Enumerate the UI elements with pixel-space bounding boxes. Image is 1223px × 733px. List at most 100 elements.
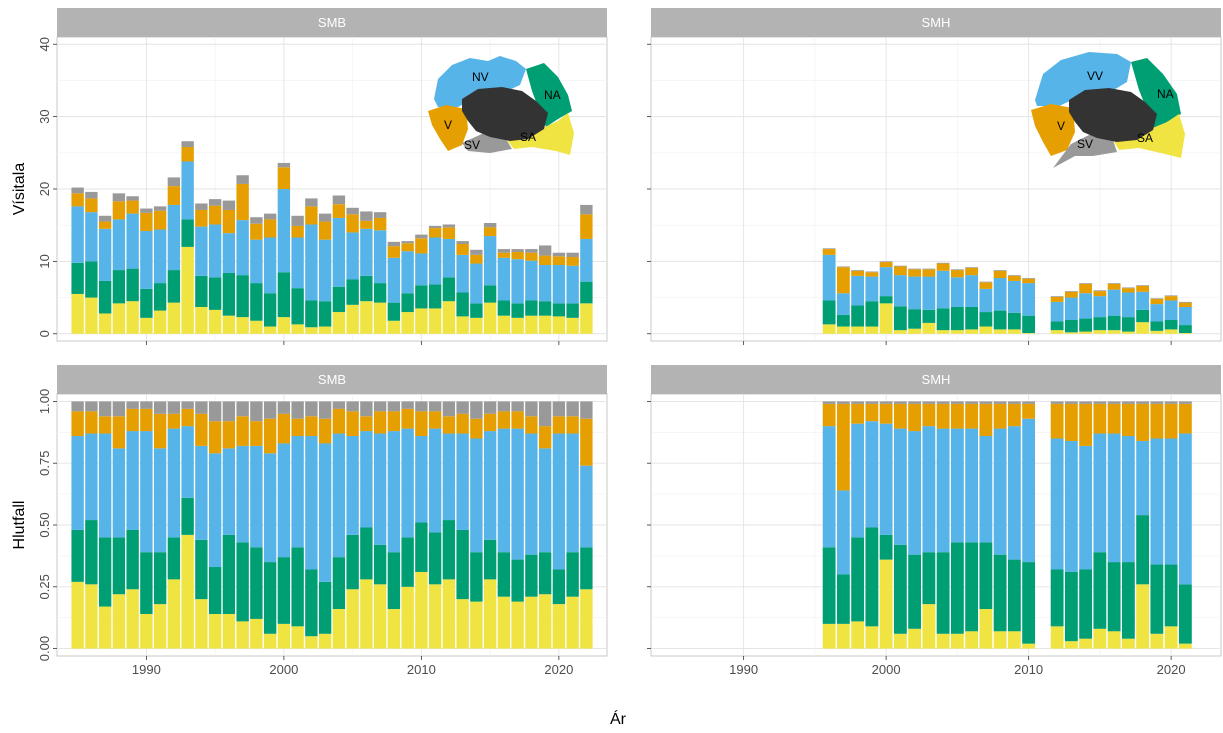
bar-segment [979, 401, 993, 404]
bar-segment [865, 527, 879, 627]
bar-segment [580, 465, 593, 548]
bar-segment [566, 317, 579, 334]
bar-segment [965, 401, 979, 404]
bar-segment [922, 401, 936, 404]
bar-segment [153, 604, 167, 649]
bar-segment [360, 228, 373, 276]
bar-segment [566, 303, 579, 318]
bar-segment [851, 326, 865, 334]
bar-segment [1007, 312, 1021, 330]
bar-segment [442, 579, 456, 649]
bar-segment [291, 626, 304, 649]
bar-segment [470, 263, 483, 304]
bar-segment [387, 320, 401, 334]
bar-segment [373, 544, 387, 585]
bar-segment [511, 559, 524, 602]
bar-segment [879, 403, 893, 424]
bar-segment [851, 403, 865, 424]
bar-segment [442, 224, 456, 228]
bar-segment [893, 401, 907, 404]
bar-segment [965, 428, 979, 543]
bar-segment [1150, 633, 1164, 649]
bar-segment [236, 183, 249, 221]
bar-segment [552, 416, 566, 434]
bar-segment [936, 308, 950, 331]
bar-segment [318, 326, 332, 334]
map-label-sv: SV [1077, 137, 1093, 151]
bar-segment [922, 604, 936, 649]
x-tick-label: 2020 [544, 662, 573, 677]
bar-segment [305, 436, 318, 570]
bar-segment [950, 401, 964, 404]
bar-segment [822, 426, 836, 548]
bar-segment [525, 433, 538, 555]
bar-segment [497, 252, 511, 258]
bar-segment [851, 275, 865, 306]
x-tick-label: 2020 [1157, 662, 1186, 677]
bar-segment [387, 609, 401, 649]
bar-segment [71, 193, 84, 207]
map-label-nv: NV [472, 70, 489, 84]
bar-segment [456, 254, 469, 293]
map-region-sv [1053, 134, 1117, 168]
bar-segment [979, 436, 993, 543]
bar-segment [936, 262, 950, 264]
bar-segment [442, 401, 456, 417]
bar-segment [1079, 283, 1093, 294]
strip-bottom-right [651, 365, 1221, 394]
map-region-na [526, 63, 572, 127]
bar-segment [250, 421, 263, 446]
bar-segment [470, 317, 483, 334]
bar-segment [1178, 306, 1192, 326]
bar-segment [979, 609, 993, 649]
bar-segment [936, 403, 950, 429]
bar-segment [360, 431, 373, 528]
bar-segment [415, 234, 428, 239]
bar-segment [1007, 559, 1021, 632]
bar-segment [263, 418, 277, 454]
bar-segment [1007, 631, 1021, 649]
bar-segment [552, 604, 566, 649]
bar-segment [208, 567, 222, 614]
bar-segment [373, 584, 387, 649]
bar-segment [415, 522, 428, 572]
bar-segment [879, 296, 893, 304]
bar-segment [1164, 438, 1178, 565]
bar-segment [1178, 301, 1192, 303]
bar-segment [552, 303, 566, 317]
bar-segment [993, 401, 1007, 404]
bar-segment [415, 436, 428, 523]
bar-segment [195, 306, 208, 334]
bar-segment [1136, 403, 1150, 441]
bar-segment [1050, 330, 1064, 334]
bar-segment [181, 426, 194, 498]
map-label-na: NA [1157, 87, 1174, 101]
bar-segment [1107, 289, 1121, 316]
bar-segment [483, 285, 497, 303]
bar-segment [318, 418, 332, 444]
bar-segment [1064, 571, 1078, 642]
bar-segment [401, 241, 414, 244]
bar-segment [1150, 299, 1164, 305]
bar-segment [865, 403, 879, 422]
map-region-highland [462, 87, 548, 141]
bar-segment [346, 304, 359, 334]
bar-segment [893, 633, 907, 649]
bar-segment [153, 448, 167, 553]
bar-segment [470, 303, 483, 318]
bar-segment [332, 401, 346, 409]
bar-segment [511, 317, 524, 334]
bar-segment [1178, 403, 1192, 434]
bar-segment [580, 238, 593, 282]
bar-segment [1050, 296, 1064, 302]
bar-segment [580, 204, 593, 215]
map-region-sa [506, 113, 574, 155]
bar-segment [1178, 401, 1192, 404]
bar-segment [71, 206, 84, 263]
bar-segment [566, 596, 579, 649]
bar-segment [222, 421, 236, 449]
bar-segment [360, 275, 373, 302]
map-label-sv: SV [464, 138, 480, 152]
bar-segment [236, 275, 249, 318]
bar-segment [387, 401, 401, 412]
